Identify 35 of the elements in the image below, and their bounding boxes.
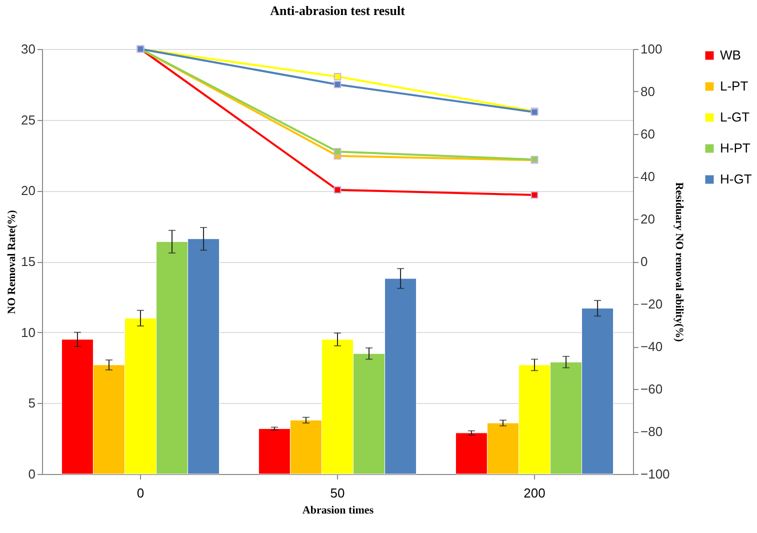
- x-tick-label: 0: [136, 486, 144, 500]
- y2-tick-label: −100: [640, 466, 670, 482]
- y2-tick-label: −20: [640, 296, 663, 312]
- legend-label: H-GT: [720, 172, 752, 186]
- y2-tick-label: 60: [640, 126, 655, 142]
- y-tick-label: 10: [21, 324, 36, 340]
- y2-tick-label: −60: [640, 382, 663, 396]
- y2-tick-label: −40: [640, 339, 663, 354]
- y2-axis-title: Residuary NO removal ability(%): [672, 182, 685, 342]
- y-tick-label: 0: [28, 466, 36, 482]
- legend-label: WB: [720, 48, 741, 62]
- y2-tick-label: 40: [640, 169, 655, 184]
- y2-tick-label: 100: [640, 42, 662, 56]
- y2-tick-label: 20: [640, 212, 655, 226]
- point: [334, 186, 342, 194]
- y2-tick-label: 0: [640, 254, 648, 269]
- y2-tick-label: −80: [640, 424, 663, 439]
- point: [334, 72, 342, 80]
- x-tick-label: 50: [330, 486, 345, 500]
- y-tick-label: 30: [21, 42, 36, 56]
- point: [530, 191, 538, 199]
- x-tick-label: 200: [524, 486, 546, 500]
- legend-label: H-PT: [720, 140, 750, 156]
- y-tick-label: 15: [21, 254, 36, 269]
- y-tick-label: 20: [21, 183, 36, 198]
- y2-tick-label: 80: [640, 84, 655, 99]
- chart-title: Anti-abrasion test result: [270, 3, 406, 18]
- x-axis-title: Abrasion times: [302, 504, 374, 516]
- y-tick-label: 5: [28, 396, 36, 411]
- legend-label: L-GT: [720, 110, 750, 124]
- point: [334, 148, 342, 156]
- y-axis-title: NO Removal Rate(%): [6, 210, 18, 314]
- legend-label: L-PT: [720, 78, 748, 94]
- point: [334, 80, 342, 88]
- y-tick-label: 25: [21, 112, 36, 128]
